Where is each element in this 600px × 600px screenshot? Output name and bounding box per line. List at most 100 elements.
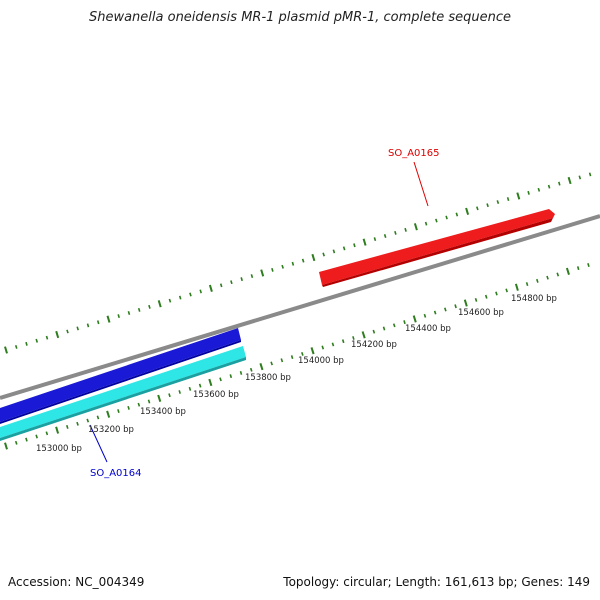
tick-mark (514, 283, 519, 291)
tick-mark (445, 215, 448, 220)
tick-mark (342, 246, 346, 251)
topology-summary: Topology: circular; Length: 161,613 bp; … (283, 575, 590, 589)
tick-mark (249, 367, 253, 372)
tick-mark (433, 310, 437, 315)
tick-mark (537, 187, 541, 192)
tick-mark (496, 200, 500, 205)
tick-mark (413, 223, 418, 231)
tick-mark (86, 418, 90, 423)
gene-so-a0164-leader (89, 424, 108, 463)
tick-mark (565, 267, 570, 275)
tick-mark (66, 424, 69, 429)
scale-label: 153400 bp (140, 407, 186, 417)
tick-mark (76, 326, 79, 331)
gene-so-a0165-label[interactable]: SO_A0165 (388, 148, 440, 159)
tick-mark (394, 230, 397, 235)
tick-mark (341, 339, 345, 344)
plasmid-backbone (0, 214, 600, 400)
tick-mark (219, 283, 223, 288)
gene-so-a0164-outer-bar[interactable] (0, 328, 241, 422)
scale-label: 153200 bp (88, 425, 134, 435)
tick-mark (353, 243, 356, 248)
tick-mark (310, 347, 315, 355)
tick-mark (147, 399, 151, 404)
tick-mark (281, 264, 284, 269)
map-title: Shewanella oneidensis MR-1 plasmid pMR-1… (88, 10, 512, 25)
tick-mark (137, 402, 141, 407)
gene-so-a0164-outer-shadow (0, 340, 241, 424)
tick-mark (372, 329, 376, 334)
tick-mark (578, 175, 582, 180)
outer-tick-track (4, 172, 592, 354)
tick-mark (423, 313, 427, 318)
tick-mark (229, 374, 233, 379)
tick-mark (361, 331, 366, 339)
tick-mark (455, 212, 459, 217)
tick-mark (556, 272, 560, 277)
tick-mark (35, 434, 38, 439)
tick-mark (331, 342, 335, 347)
tick-mark (505, 288, 508, 293)
tick-mark (14, 440, 18, 445)
tick-mark (189, 292, 192, 297)
tick-mark (230, 280, 233, 285)
tick-mark (25, 437, 28, 442)
tick-mark (35, 338, 39, 343)
inner-tick-track (4, 263, 590, 450)
tick-mark (280, 358, 284, 363)
tick-mark (558, 181, 561, 186)
tick-mark (240, 277, 243, 282)
tick-mark (178, 295, 182, 300)
tick-mark (362, 238, 367, 246)
scale-label: 153800 bp (245, 373, 291, 383)
tick-mark (239, 370, 243, 375)
tick-mark (86, 323, 90, 328)
tick-mark (587, 263, 590, 267)
gene-so-a0165-shadow (322, 218, 553, 287)
tick-mark (219, 377, 222, 382)
tick-mark (96, 415, 100, 420)
tick-mark (352, 336, 355, 340)
gene-so-a0165-arrow[interactable] (319, 209, 555, 285)
gene-so-a0165-leader (413, 161, 429, 207)
tick-mark (382, 326, 386, 331)
tick-mark (435, 218, 438, 223)
tick-mark (546, 275, 549, 280)
tick-mark (291, 261, 295, 266)
tick-mark (157, 394, 162, 402)
tick-mark (117, 409, 120, 414)
tick-mark (332, 249, 336, 254)
tick-mark (199, 289, 202, 294)
tick-mark (383, 234, 387, 238)
tick-mark (465, 207, 470, 215)
tick-mark (106, 315, 111, 323)
tick-mark (168, 393, 171, 398)
tick-mark (259, 362, 264, 371)
tick-mark (250, 274, 254, 279)
tick-mark (137, 307, 141, 312)
tick-mark (55, 426, 60, 434)
tick-mark (484, 294, 488, 299)
tick-mark (476, 206, 479, 211)
tick-mark (198, 383, 202, 388)
tick-mark (157, 300, 162, 308)
tick-mark (106, 410, 111, 418)
tick-mark (576, 266, 580, 271)
gene-so-a0164-inner-shadow (0, 357, 246, 441)
tick-mark (495, 291, 498, 296)
tick-mark (516, 192, 521, 200)
scale-labels: 153000 bp 153200 bp 153400 bp 153600 bp … (36, 294, 557, 454)
tick-mark (55, 330, 60, 339)
tick-mark (525, 282, 529, 287)
tick-mark (127, 311, 131, 316)
tick-mark (547, 184, 551, 189)
tick-mark (168, 298, 172, 303)
gene-so-a0164[interactable] (0, 328, 246, 441)
gene-so-a0164-label[interactable]: SO_A0164 (90, 468, 142, 479)
tick-mark (454, 304, 457, 309)
gene-so-a0164-inner-bar[interactable] (0, 346, 246, 438)
tick-mark (486, 203, 489, 208)
tick-mark (4, 442, 8, 450)
gene-so-a0165[interactable] (319, 209, 555, 287)
